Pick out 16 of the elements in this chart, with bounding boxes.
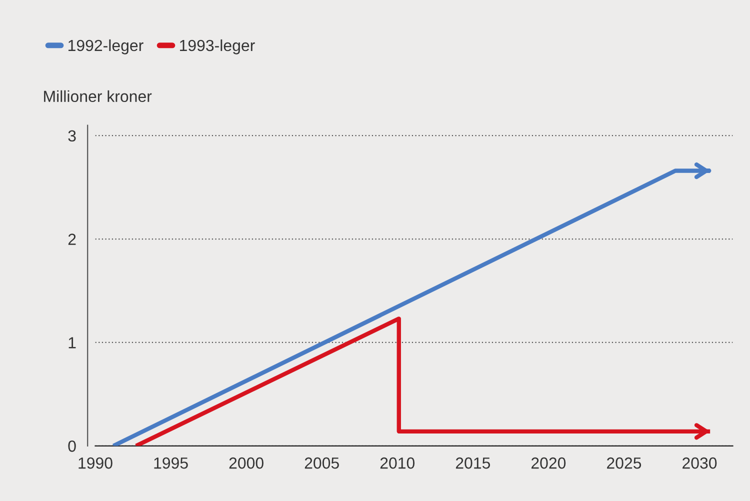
x-tick-label: 2030 xyxy=(682,457,717,469)
x-tick-label: 1990 xyxy=(78,457,112,469)
x-tick-label: 2005 xyxy=(304,457,339,469)
y-tick-label: 1 xyxy=(68,337,76,348)
y-tick-label: 0 xyxy=(68,440,76,452)
x-tick-label: 1995 xyxy=(154,457,188,469)
x-tick-label: 2000 xyxy=(229,457,264,469)
y-tick-label: 3 xyxy=(68,130,76,142)
x-tick-label: 2025 xyxy=(607,457,642,469)
legend-label: 1992-leger xyxy=(68,39,144,54)
x-tick-label: 2010 xyxy=(380,457,415,469)
x-tick-label: 2020 xyxy=(531,457,566,469)
legend-label: 1993-leger xyxy=(180,39,255,54)
x-tick-label: 2015 xyxy=(456,457,490,469)
y-tick-label: 2 xyxy=(68,234,76,245)
y-axis-title: Millioner kroner xyxy=(44,90,152,102)
